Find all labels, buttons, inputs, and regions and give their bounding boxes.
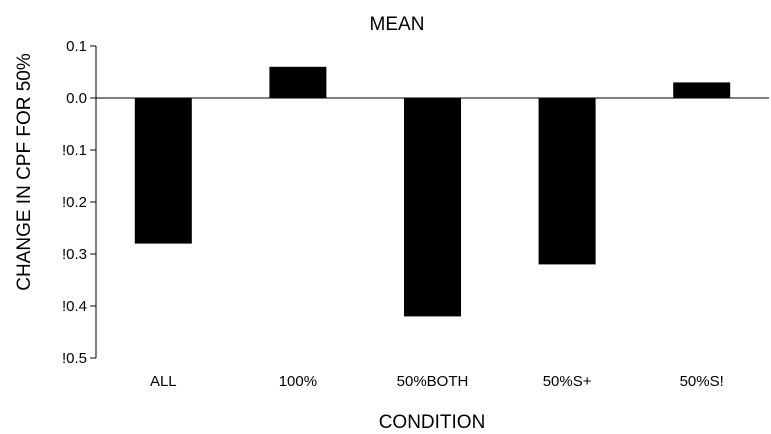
- y-tick-label: !0.3: [62, 246, 87, 263]
- bar-1: [269, 66, 327, 98]
- bar-2: [404, 98, 461, 317]
- bars: [134, 66, 731, 317]
- category-label: ALL: [150, 373, 177, 390]
- y-tick-label: !0.5: [62, 350, 87, 367]
- y-tick-label: 0.0: [66, 90, 87, 107]
- category-labels: ALL 100% 50%BOTH 50%S+ 50%S!: [150, 373, 724, 390]
- category-label: 50%S!: [680, 373, 724, 390]
- y-tick-label: !0.1: [62, 142, 87, 159]
- category-label: 50%BOTH: [397, 373, 469, 390]
- y-axis-title: CHANGE IN CPF FOR 50%: [14, 53, 35, 291]
- bar-4: [673, 82, 731, 98]
- category-label: 50%S+: [543, 373, 592, 390]
- y-axis-ticks: 0.1 0.0 !0.1 !0.2 !0.3 !0.4 !0.5: [62, 38, 96, 367]
- bar-3: [538, 98, 596, 265]
- y-tick-label: !0.4: [62, 298, 87, 315]
- chart-title: MEAN: [370, 14, 425, 35]
- y-tick-label: 0.1: [66, 38, 87, 55]
- y-tick-label: !0.2: [62, 194, 87, 211]
- axes: [95, 46, 769, 358]
- x-axis-title: CONDITION: [379, 412, 486, 433]
- bar-0: [134, 98, 192, 244]
- category-label: 100%: [279, 373, 317, 390]
